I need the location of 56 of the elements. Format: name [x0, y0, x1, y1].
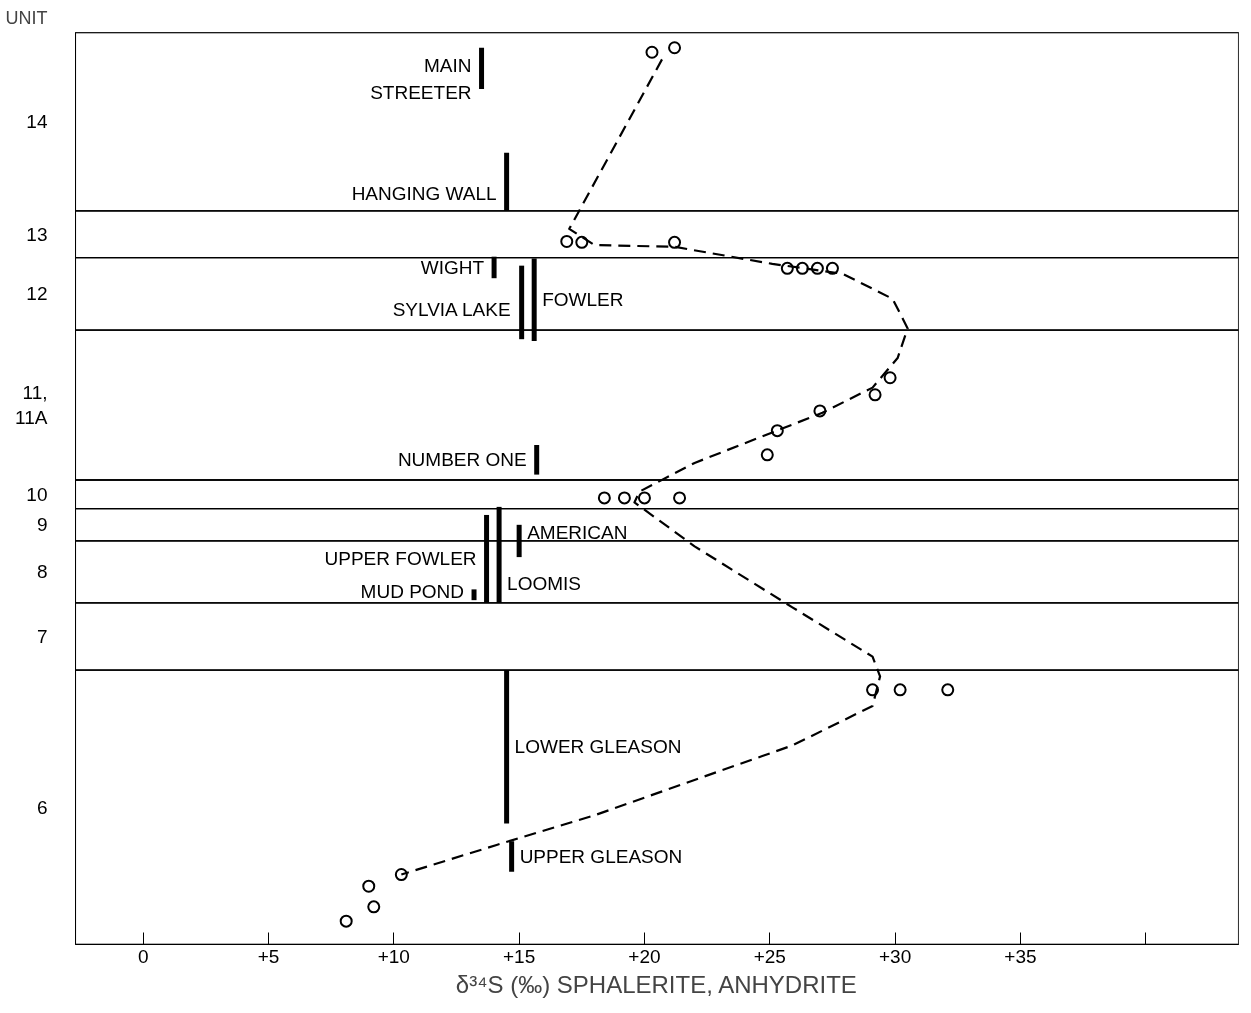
series-label: WIGHT: [420, 256, 485, 278]
point: [813, 404, 827, 418]
point: [597, 491, 611, 505]
y-axis-title: UNIT: [5, 7, 48, 28]
point: [893, 683, 907, 697]
band-label: 6: [36, 796, 48, 818]
point: [362, 879, 376, 893]
x-tick-label: +10: [377, 945, 410, 967]
band-label: 14: [26, 111, 48, 133]
band-label: 7: [36, 625, 48, 647]
point: [770, 424, 784, 438]
point: [825, 261, 839, 275]
point: [668, 235, 682, 249]
x-tick-label: +35: [1004, 945, 1037, 967]
point: [795, 261, 809, 275]
point: [394, 868, 408, 882]
point: [883, 371, 897, 385]
point: [560, 234, 574, 248]
point: [575, 235, 589, 249]
band-label: 10: [26, 483, 48, 505]
point: [367, 900, 381, 914]
series-label: LOWER GLEASON: [514, 736, 682, 758]
x-tick-label: +20: [628, 945, 661, 967]
point: [810, 261, 824, 275]
band-label: 9: [36, 514, 48, 536]
series-label: UPPER FOWLER: [324, 548, 477, 570]
x-tick-label: 0: [137, 945, 149, 967]
point: [941, 683, 955, 697]
series-label: FOWLER: [542, 289, 624, 311]
series-label: SYLVIA LAKE: [392, 299, 511, 321]
point: [868, 388, 882, 402]
band-label: 8: [36, 561, 48, 583]
series-label: AMERICAN: [527, 522, 628, 544]
series-label: NUMBER ONE: [397, 449, 527, 471]
series-label: UPPER GLEASON: [519, 846, 683, 868]
series-label: LOOMIS: [507, 573, 581, 595]
x-tick-label: +25: [753, 945, 786, 967]
x-tick-label: +30: [879, 945, 912, 967]
x-axis-title: δ³⁴S (‰) SPHALERITE, ANHYDRITE: [455, 970, 857, 998]
point: [339, 914, 353, 928]
band-label: 13: [26, 223, 48, 245]
x-tick-label: +15: [503, 945, 536, 967]
series-label: MUD POND: [360, 581, 465, 603]
point: [637, 491, 651, 505]
point: [617, 491, 631, 505]
point: [780, 261, 794, 275]
band-label: 12: [26, 283, 48, 305]
point: [866, 683, 880, 697]
band-label: 11, 11A: [15, 382, 48, 429]
point: [760, 448, 774, 462]
x-tick-label: +5: [257, 945, 280, 967]
point: [668, 41, 682, 55]
series-label: HANGING WALL: [351, 182, 497, 204]
point: [645, 45, 659, 59]
point: [673, 491, 687, 505]
series-label: MAIN STREETER: [370, 54, 472, 103]
